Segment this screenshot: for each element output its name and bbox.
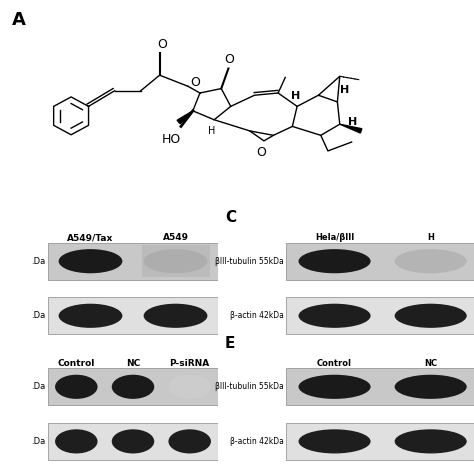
Text: C: C	[225, 210, 236, 225]
Ellipse shape	[55, 429, 98, 454]
Bar	[142, 245, 210, 277]
Text: H: H	[427, 233, 434, 242]
Ellipse shape	[395, 304, 467, 328]
Ellipse shape	[299, 429, 371, 454]
Polygon shape	[177, 111, 193, 124]
Bar	[48, 368, 218, 405]
Text: NC: NC	[126, 359, 140, 368]
Ellipse shape	[144, 304, 208, 328]
Bar	[48, 243, 218, 280]
Ellipse shape	[299, 375, 371, 399]
Text: .Da: .Da	[32, 437, 46, 446]
Text: A549: A549	[163, 233, 189, 242]
Text: β-actin 42kDa: β-actin 42kDa	[230, 311, 284, 320]
Text: O: O	[157, 37, 167, 51]
Text: O: O	[225, 53, 235, 66]
Ellipse shape	[299, 304, 371, 328]
Ellipse shape	[168, 429, 211, 454]
Ellipse shape	[299, 249, 371, 273]
Text: βIII-tubulin 55kDa: βIII-tubulin 55kDa	[215, 257, 284, 266]
Ellipse shape	[112, 429, 154, 454]
Ellipse shape	[395, 375, 467, 399]
Text: NC: NC	[424, 359, 437, 368]
Text: A549/Tax: A549/Tax	[67, 233, 114, 242]
Bar	[48, 297, 218, 334]
Text: E: E	[225, 336, 235, 351]
Ellipse shape	[168, 375, 211, 399]
Ellipse shape	[55, 375, 98, 399]
Text: .Da: .Da	[32, 383, 46, 392]
Text: Control: Control	[317, 359, 352, 368]
Text: β-actin 42kDa: β-actin 42kDa	[230, 437, 284, 446]
Ellipse shape	[395, 249, 467, 273]
Polygon shape	[340, 124, 362, 133]
Text: βIII-tubulin 55kDa: βIII-tubulin 55kDa	[215, 383, 284, 392]
Text: O: O	[256, 146, 266, 159]
Text: H: H	[348, 117, 357, 127]
Bar	[286, 243, 474, 280]
Text: Control: Control	[58, 359, 95, 368]
Text: P-siRNA: P-siRNA	[170, 359, 210, 368]
Text: Hela/βIII: Hela/βIII	[315, 233, 354, 242]
Text: .Da: .Da	[32, 311, 46, 320]
Text: HO: HO	[162, 133, 181, 146]
Text: H: H	[292, 91, 301, 101]
Text: H: H	[208, 127, 216, 137]
Bar	[48, 423, 218, 460]
Ellipse shape	[112, 375, 154, 399]
Ellipse shape	[59, 249, 122, 273]
Bar	[286, 368, 474, 405]
Text: O: O	[191, 76, 201, 90]
Bar	[286, 423, 474, 460]
Text: A: A	[12, 11, 26, 29]
Ellipse shape	[59, 304, 122, 328]
Ellipse shape	[395, 429, 467, 454]
Text: .Da: .Da	[32, 257, 46, 266]
Bar	[286, 297, 474, 334]
Text: H: H	[340, 85, 349, 95]
Ellipse shape	[144, 249, 208, 273]
